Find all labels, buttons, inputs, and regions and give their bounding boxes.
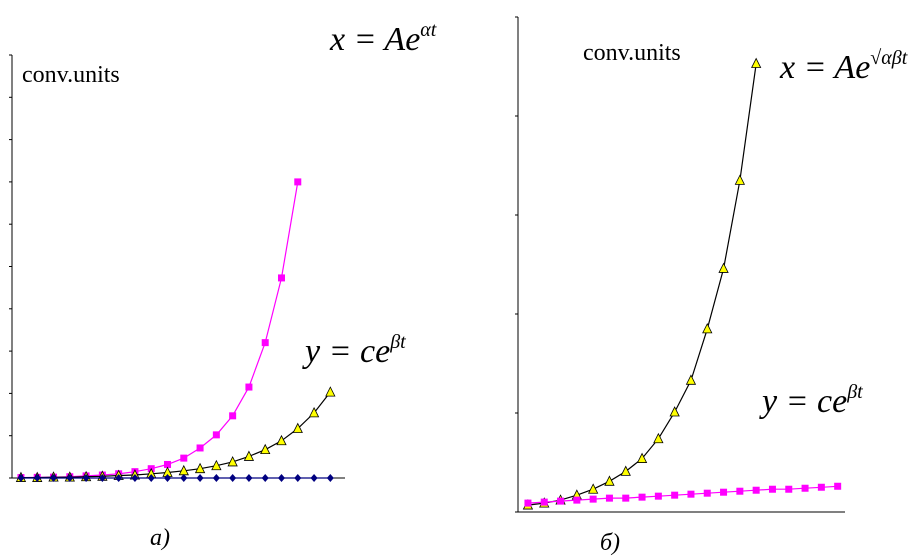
- equation-exponent: √αβt: [870, 47, 907, 69]
- marker: [540, 498, 548, 506]
- marker: [557, 497, 565, 505]
- equation-text: y = ce: [759, 383, 847, 420]
- marker: [671, 491, 679, 499]
- marker: [245, 383, 253, 391]
- marker: [229, 412, 237, 420]
- marker: [636, 452, 648, 463]
- marker: [227, 456, 238, 467]
- equation: x = Ae√αβt: [779, 47, 908, 86]
- caption: a): [150, 525, 170, 551]
- marker: [194, 462, 206, 474]
- marker: [325, 386, 336, 397]
- marker: [752, 486, 760, 494]
- marker: [718, 262, 729, 273]
- caption: б): [600, 530, 620, 556]
- marker: [604, 475, 615, 486]
- marker: [292, 422, 303, 433]
- marker: [685, 374, 697, 385]
- marker: [196, 474, 204, 482]
- marker: [589, 495, 597, 503]
- equation-text: x = Ae: [329, 21, 420, 58]
- marker: [180, 454, 188, 462]
- marker: [260, 443, 271, 455]
- marker: [50, 474, 58, 482]
- marker: [817, 483, 825, 491]
- series-line: [527, 63, 757, 506]
- marker: [212, 474, 220, 482]
- marker: [261, 339, 269, 347]
- marker: [277, 274, 285, 282]
- marker: [620, 465, 631, 476]
- marker: [736, 487, 744, 495]
- marker: [131, 474, 139, 482]
- marker: [196, 444, 204, 452]
- equation-exponent: βt: [846, 381, 863, 403]
- series-line: [20, 181, 299, 479]
- marker: [669, 406, 680, 417]
- marker: [294, 474, 302, 482]
- marker: [180, 474, 188, 482]
- equation-text: x = Ae: [779, 49, 870, 86]
- equation-text: y = ce: [302, 333, 390, 370]
- marker: [653, 432, 664, 444]
- marker: [212, 431, 220, 439]
- marker: [33, 474, 41, 482]
- marker: [834, 482, 842, 490]
- marker: [147, 474, 155, 482]
- marker: [702, 322, 713, 334]
- marker: [294, 178, 302, 186]
- marker: [115, 474, 123, 482]
- marker: [66, 474, 74, 482]
- panel: conv.units a) x = Aeαt y = ceβt: [9, 19, 437, 551]
- marker: [211, 459, 222, 471]
- marker: [326, 474, 334, 482]
- marker: [638, 493, 646, 501]
- equation-exponent: βt: [389, 331, 406, 353]
- axis-label: conv.units: [583, 40, 681, 66]
- marker: [785, 485, 793, 493]
- series-line: [21, 391, 331, 479]
- marker: [98, 474, 106, 482]
- marker: [768, 485, 776, 493]
- equation-exponent: αt: [420, 19, 436, 41]
- marker: [308, 406, 320, 418]
- marker: [801, 484, 809, 492]
- equation: y = ceβt: [302, 331, 406, 370]
- marker: [261, 474, 269, 482]
- marker: [622, 494, 630, 502]
- marker: [734, 174, 746, 185]
- marker: [229, 474, 237, 482]
- marker: [245, 474, 253, 482]
- marker: [164, 460, 172, 468]
- marker: [573, 496, 581, 504]
- marker: [751, 57, 762, 68]
- marker: [164, 474, 172, 482]
- marker: [277, 474, 285, 482]
- marker: [703, 489, 711, 497]
- equation: x = Aeαt: [329, 19, 437, 58]
- marker: [605, 494, 613, 502]
- marker: [588, 483, 599, 494]
- equation: y = ceβt: [759, 381, 863, 420]
- marker: [276, 434, 287, 446]
- panel: conv.units б) x = Ae√αβt y = ceβt: [515, 16, 908, 556]
- marker: [17, 474, 25, 482]
- marker: [687, 490, 695, 498]
- marker: [243, 450, 255, 461]
- marker: [654, 492, 662, 500]
- marker: [524, 499, 532, 507]
- marker: [310, 474, 318, 482]
- marker: [82, 474, 90, 482]
- axis-label: conv.units: [22, 62, 120, 88]
- marker: [720, 488, 728, 496]
